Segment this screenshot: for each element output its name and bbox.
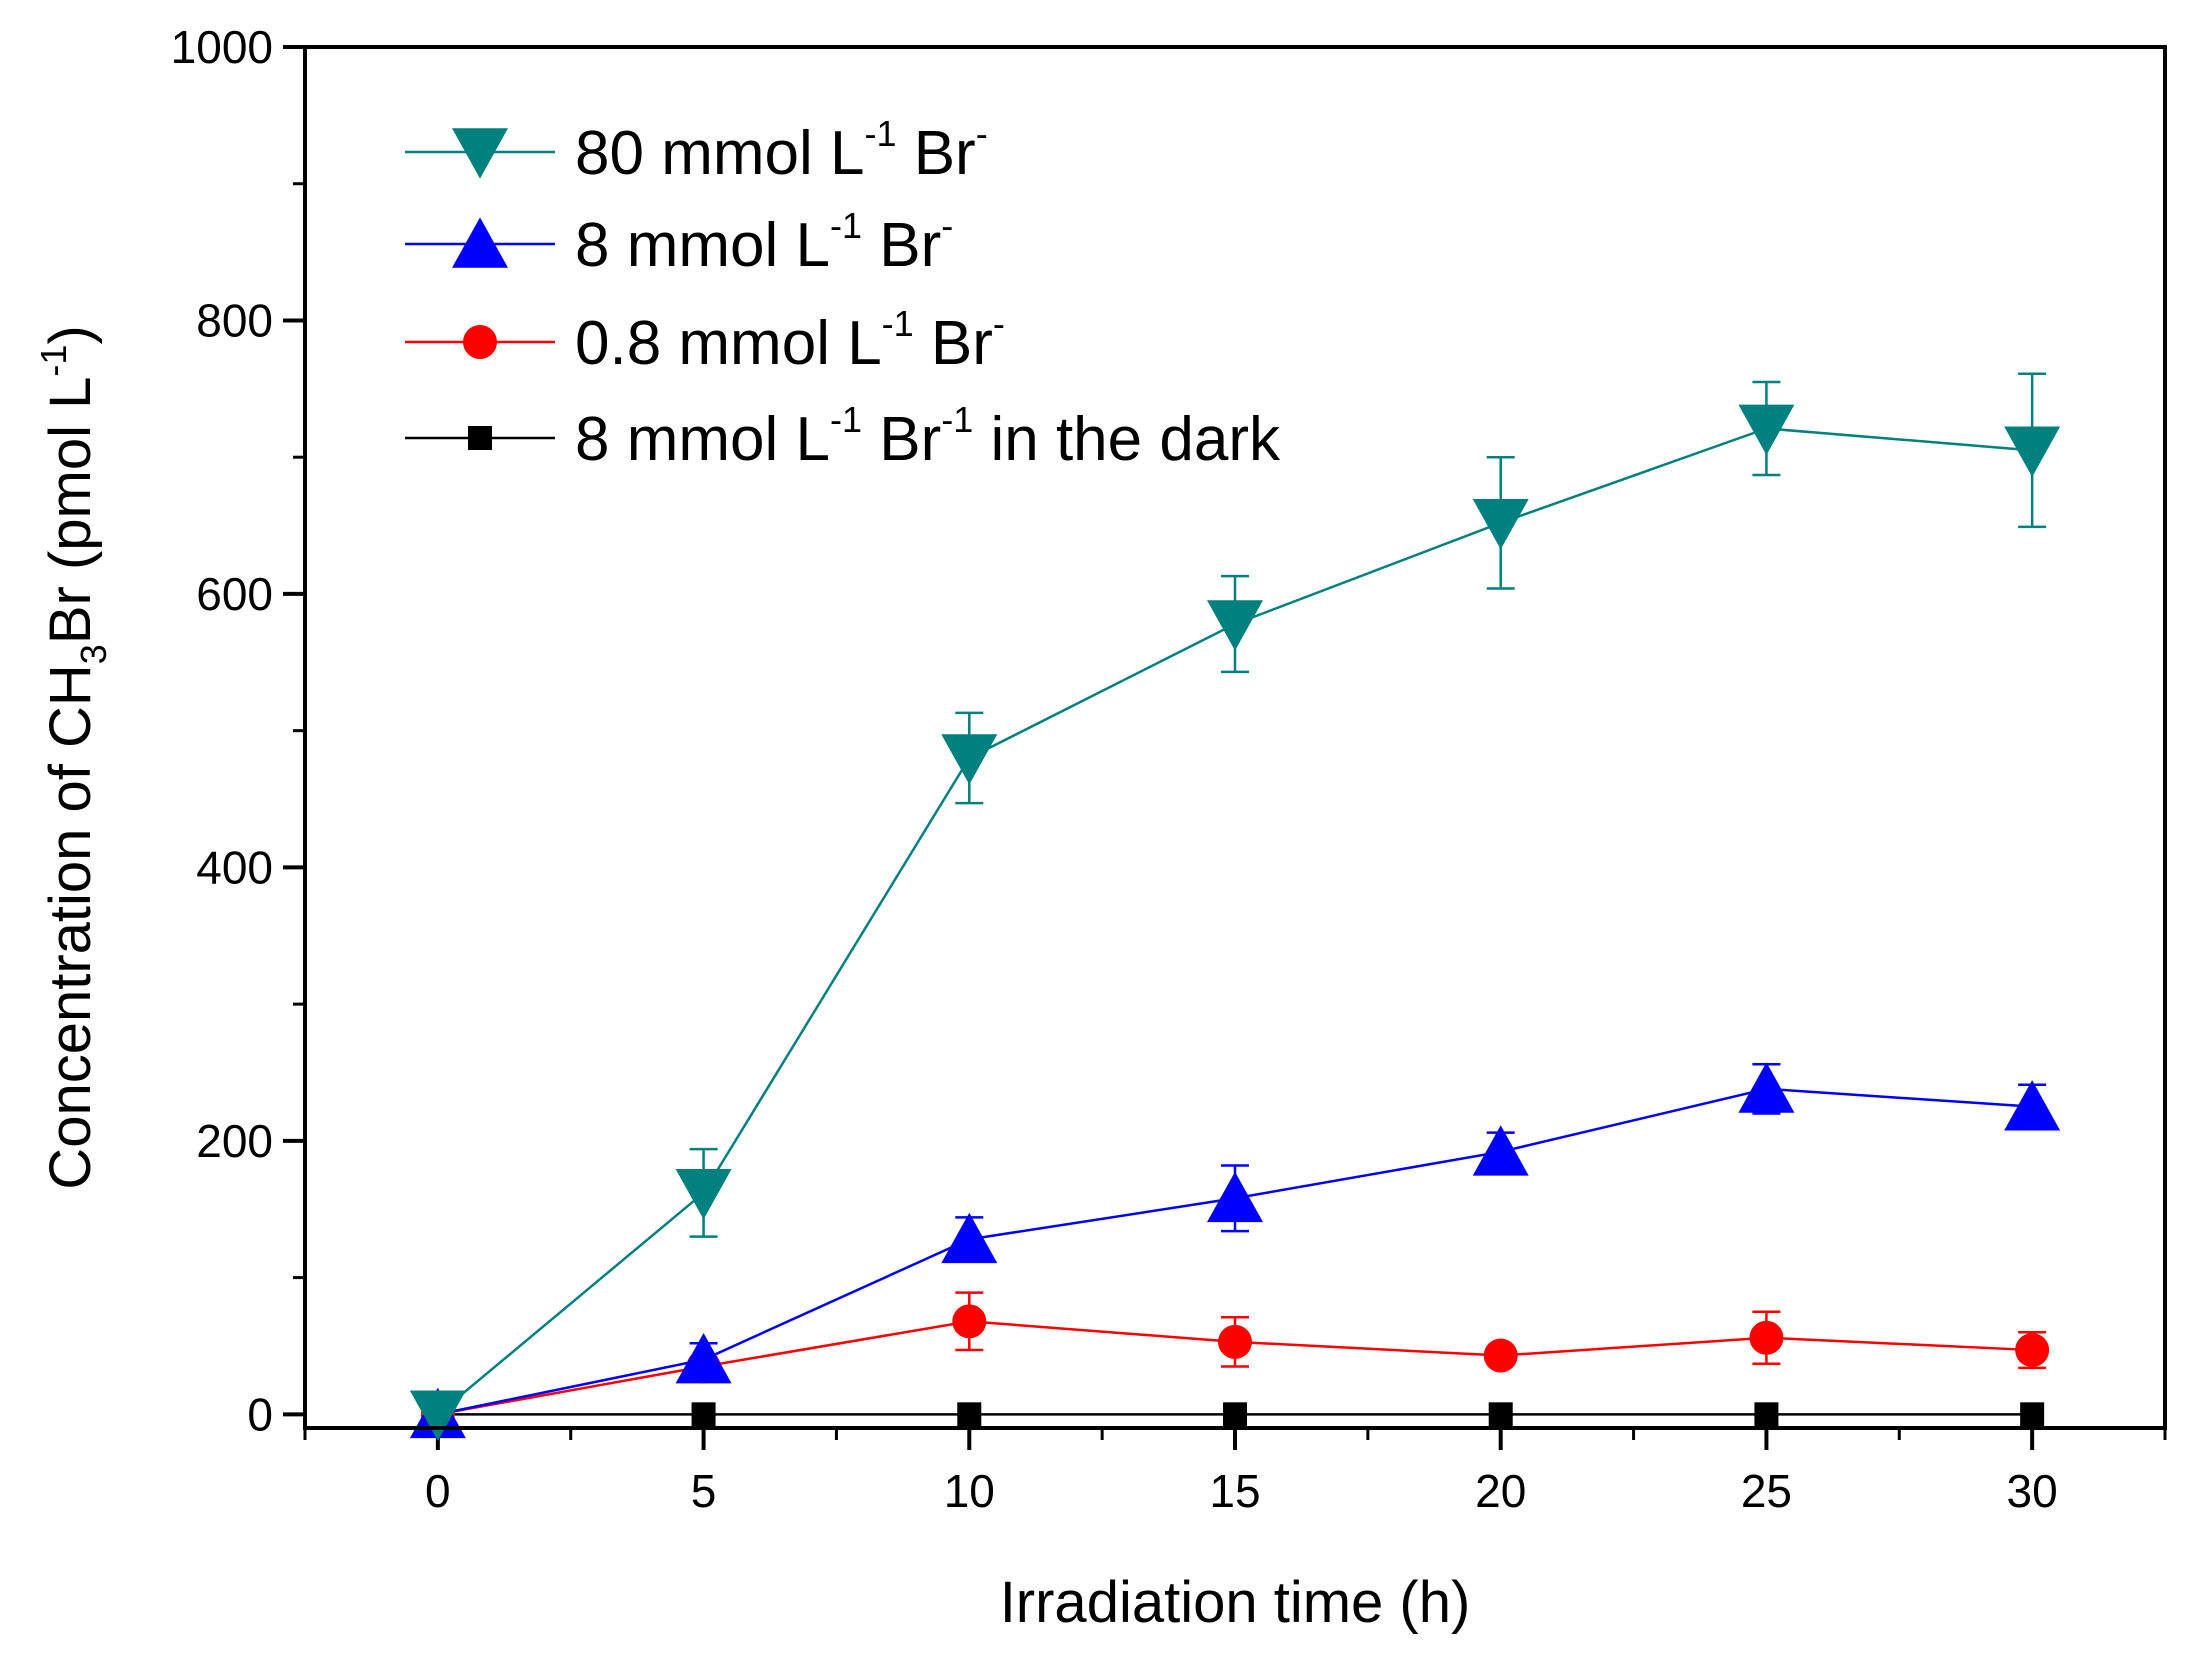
series — [409, 1062, 2061, 1439]
axis-ticks — [283, 45, 2167, 1450]
x-tick-label: 5 — [691, 1465, 717, 1517]
data-point — [1483, 1338, 1518, 1373]
legend-label: 8 mmol L-1 Br- — [575, 205, 953, 280]
legend-item: 0.8 mmol L-1 Br- — [405, 303, 1005, 378]
data-point — [1472, 1125, 1529, 1176]
data-point — [452, 128, 508, 179]
data-point — [952, 1304, 987, 1339]
y-tick-label: 600 — [196, 568, 273, 620]
y-tick-labels: 0 200 400 600 800 1000 — [171, 21, 273, 1440]
legend: 80 mmol L-1 Br- 8 mmol L-1 Br- 0.8 mmol L-… — [405, 113, 1281, 474]
legend-item: 8 mmol L-1 Br- — [405, 205, 953, 280]
data-point — [941, 1212, 998, 1264]
x-tick-label: 25 — [1741, 1465, 1792, 1517]
y-axis-title: Concentration of CH3Br (pmol L-1) — [33, 325, 114, 1189]
y-tick-label: 200 — [196, 1115, 273, 1167]
data-point — [957, 1402, 982, 1427]
y-tick-label: 800 — [196, 294, 273, 346]
x-tick-label: 15 — [1209, 1465, 1260, 1517]
data-point — [2015, 1333, 2050, 1368]
x-tick-label: 0 — [425, 1465, 451, 1517]
x-axis-title: Irradiation time (h) — [1000, 1570, 1471, 1635]
legend-item: 80 mmol L-1 Br- — [405, 113, 988, 188]
series — [425, 1402, 2045, 1427]
data-point — [1207, 600, 1263, 651]
data-point — [2004, 426, 2061, 477]
y-tick-label: 400 — [196, 841, 273, 893]
data-point — [1207, 1171, 1263, 1223]
plot-frame — [303, 45, 2167, 1430]
y-tick-label: 0 — [247, 1388, 273, 1440]
x-tick-label: 10 — [944, 1465, 995, 1517]
data-point — [452, 217, 508, 268]
data-point — [1223, 1402, 1247, 1427]
series — [409, 372, 2061, 1441]
data-point — [691, 1402, 716, 1427]
data-point — [1488, 1402, 1513, 1427]
x-tick-label: 30 — [2007, 1465, 2058, 1517]
data-point — [1738, 1062, 1795, 1113]
x-tick-labels: 0 5 10 15 20 25 30 — [425, 1465, 2058, 1517]
series-layer — [409, 372, 2061, 1441]
legend-label: 0.8 mmol L-1 Br- — [575, 303, 1005, 378]
y-tick-label: 1000 — [171, 21, 273, 73]
data-point — [941, 734, 998, 785]
legend-label: 8 mmol L-1 Br-1 in the dark — [575, 399, 1281, 474]
data-point — [1749, 1320, 1784, 1355]
data-point — [2020, 1402, 2045, 1427]
data-point — [1472, 499, 1529, 550]
data-point — [1218, 1324, 1252, 1359]
data-point — [675, 1333, 732, 1384]
data-point — [1738, 404, 1795, 456]
legend-label: 80 mmol L-1 Br- — [575, 113, 988, 188]
data-point — [468, 426, 492, 450]
x-tick-label: 20 — [1475, 1465, 1526, 1517]
data-point — [2004, 1080, 2061, 1131]
legend-item: 8 mmol L-1 Br-1 in the dark — [405, 399, 1281, 474]
data-point — [463, 325, 497, 359]
data-point — [409, 1390, 466, 1441]
data-point — [675, 1169, 732, 1220]
data-point — [1754, 1402, 1779, 1427]
